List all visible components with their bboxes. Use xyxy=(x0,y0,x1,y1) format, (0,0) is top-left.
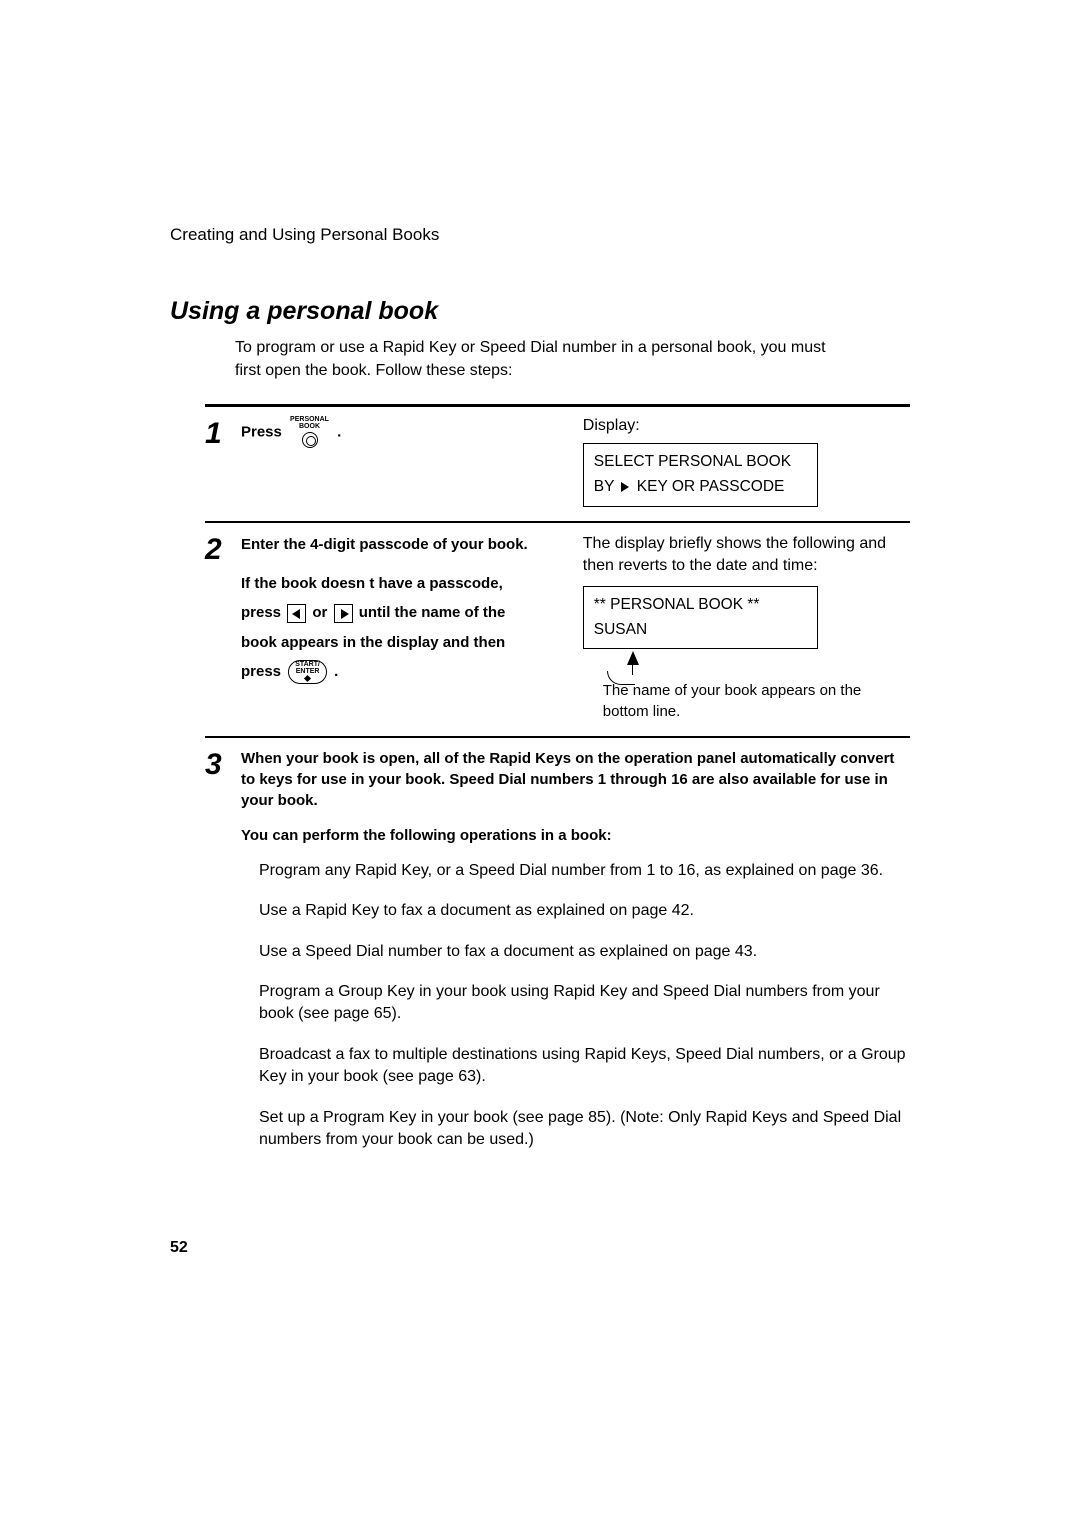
step-2: 2 Enter the 4-digit passcode of your boo… xyxy=(205,523,910,736)
text: press xyxy=(241,604,281,621)
press-label: Press xyxy=(241,424,282,441)
lcd-display: ** PERSONAL BOOK ** SUSAN xyxy=(583,586,818,650)
step2-line: book appears in the display and then xyxy=(241,631,575,654)
step-number: 3 xyxy=(205,748,241,1170)
step-number: 1 xyxy=(205,417,241,507)
operation-item: Broadcast a fax to multiple destinations… xyxy=(259,1044,910,1089)
callout-text: The name of your book appears on the bot… xyxy=(603,653,910,722)
page-number: 52 xyxy=(170,1239,910,1257)
operation-item: Use a Rapid Key to fax a document as exp… xyxy=(259,900,910,922)
text: until the name of the xyxy=(359,604,506,621)
step2-line: press START/ ENTER . xyxy=(241,660,575,684)
display-label: Display: xyxy=(583,417,910,435)
lcd-display: SELECT PERSONAL BOOK BY KEY OR PASSCODE xyxy=(583,443,818,507)
button-text: ENTER xyxy=(296,668,320,675)
section-title: Using a personal book xyxy=(170,297,910,326)
text: or xyxy=(312,604,327,621)
operation-item: Program a Group Key in your book using R… xyxy=(259,981,910,1026)
step-number: 2 xyxy=(205,533,241,722)
step2-line: If the book doesn t have a passcode, xyxy=(241,572,575,595)
step2-line: Enter the 4-digit passcode of your book. xyxy=(241,533,575,556)
step2-line: press or until the name of the xyxy=(241,601,575,624)
lcd-line: SELECT PERSONAL BOOK xyxy=(594,450,807,475)
lcd-text: KEY OR PASSCODE xyxy=(637,478,785,495)
step-1: 1 Press PERSONAL BOOK . Display: SELECT … xyxy=(205,407,910,521)
operation-item: Set up a Program Key in your book (see p… xyxy=(259,1107,910,1152)
operation-item: Use a Speed Dial number to fax a documen… xyxy=(259,941,910,963)
right-arrow-button-icon xyxy=(334,604,353,623)
button-label-bottom: BOOK xyxy=(290,424,329,430)
period: . xyxy=(337,424,341,441)
text: . xyxy=(334,663,338,680)
step3-subhead: You can perform the following operations… xyxy=(241,825,910,846)
step-3: 3 When your book is open, all of the Rap… xyxy=(205,738,910,1184)
left-arrow-button-icon xyxy=(287,604,306,623)
lcd-text: BY xyxy=(594,478,614,495)
step3-paragraph: When your book is open, all of the Rapid… xyxy=(241,748,910,811)
intro-paragraph: To program or use a Rapid Key or Speed D… xyxy=(235,336,835,382)
steps-container: 1 Press PERSONAL BOOK . Display: SELECT … xyxy=(205,404,910,1183)
page: Creating and Using Personal Books Using … xyxy=(170,225,910,1257)
text: press xyxy=(241,663,281,680)
up-arrow-icon xyxy=(627,651,639,665)
start-enter-button-icon: START/ ENTER xyxy=(288,660,327,684)
button-ring-icon xyxy=(302,432,318,448)
right-triangle-icon xyxy=(621,482,629,492)
lcd-line: SUSAN xyxy=(594,618,807,643)
step2-right-text: The display briefly shows the following … xyxy=(583,533,910,578)
lcd-line: ** PERSONAL BOOK ** xyxy=(594,593,807,618)
diamond-icon xyxy=(304,675,311,682)
callout-pointer: The name of your book appears on the bot… xyxy=(583,653,910,722)
lcd-line: BY KEY OR PASSCODE xyxy=(594,475,807,500)
breadcrumb: Creating and Using Personal Books xyxy=(170,225,910,245)
personal-book-button-icon: PERSONAL BOOK xyxy=(290,417,329,448)
operation-item: Program any Rapid Key, or a Speed Dial n… xyxy=(259,860,910,882)
